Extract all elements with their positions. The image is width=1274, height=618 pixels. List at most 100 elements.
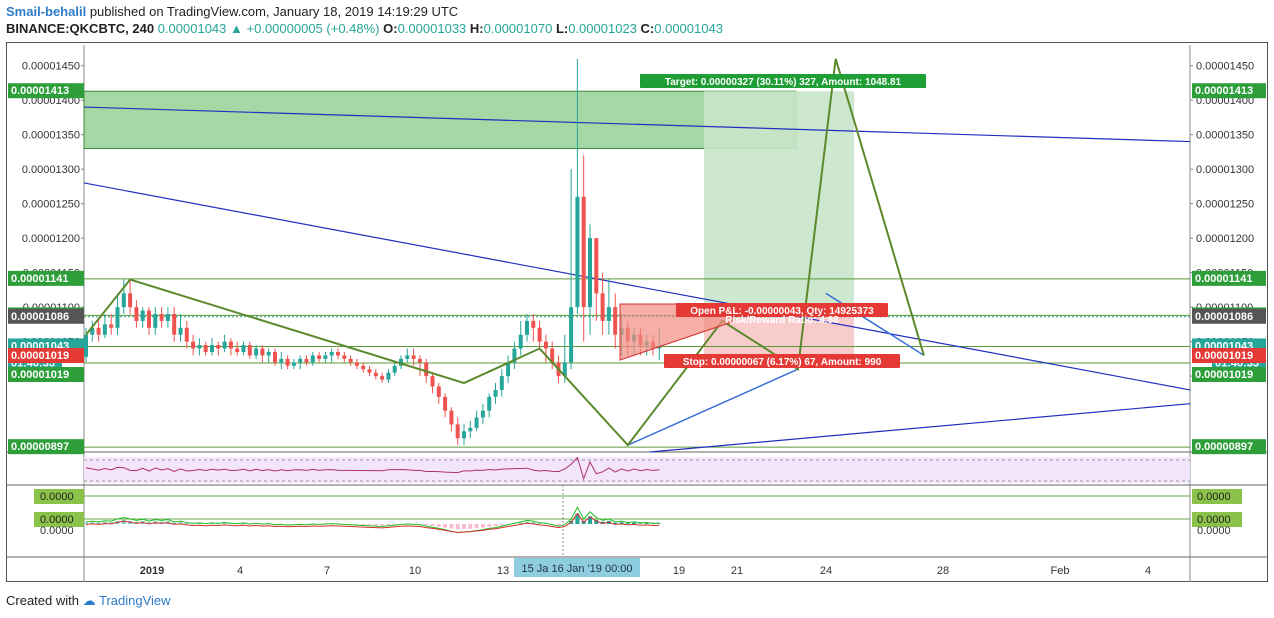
open-label: O: bbox=[383, 21, 398, 36]
high-label: H: bbox=[469, 21, 484, 36]
x-tick-label: 2019 bbox=[140, 565, 164, 577]
macd-histogram-bar bbox=[102, 521, 107, 524]
author-link[interactable]: Smail-behalil bbox=[6, 4, 87, 19]
macd-badge-left: 0.0000 bbox=[40, 514, 74, 526]
macd-histogram-bar bbox=[392, 524, 397, 525]
y-tick-label-right: 0.00001350 bbox=[1196, 130, 1254, 142]
x-tick-label: 4 bbox=[1145, 565, 1151, 577]
candle-body bbox=[109, 324, 114, 328]
candle-body bbox=[216, 345, 221, 349]
price-badge-left-bg bbox=[8, 439, 84, 455]
candle-body bbox=[273, 351, 277, 363]
macd-badge-right: 0.0000 bbox=[1197, 514, 1231, 526]
last-price: 0.00001043 bbox=[157, 21, 227, 36]
trendline-middle bbox=[83, 182, 1191, 391]
footer: Created with ☁ TradingView bbox=[6, 593, 171, 609]
publish-line: Smail-behalil published on TradingView.c… bbox=[6, 4, 458, 19]
macd-histogram-bar bbox=[575, 513, 580, 524]
macd-histogram-bar bbox=[518, 522, 523, 524]
x-tick-label: 13 bbox=[497, 565, 509, 577]
candle-body bbox=[159, 314, 164, 321]
candle-body bbox=[260, 348, 265, 356]
macd-histogram-bar bbox=[386, 524, 391, 526]
price-badge-left: 0.00001019 bbox=[11, 369, 69, 381]
macd-histogram-bar bbox=[285, 524, 290, 525]
macd-histogram-bar bbox=[147, 522, 151, 524]
macd-histogram-bar bbox=[436, 524, 441, 527]
macd-histogram-bar bbox=[430, 524, 435, 527]
macd-histogram-bar bbox=[178, 522, 183, 524]
macd-histogram-bar bbox=[210, 523, 214, 524]
candle-body bbox=[121, 293, 126, 308]
candle-body bbox=[386, 372, 391, 380]
candle-body bbox=[506, 362, 511, 377]
macd-badge-right-bg bbox=[1192, 489, 1242, 504]
tradingview-brand[interactable]: TradingView bbox=[99, 593, 171, 608]
macd-histogram-bar bbox=[424, 524, 429, 526]
support-line-1 bbox=[627, 368, 799, 446]
signal-line bbox=[85, 512, 660, 533]
macd-histogram-bar bbox=[367, 524, 372, 526]
macd-histogram-bar bbox=[625, 523, 630, 524]
y-tick-label-right: 0.00001450 bbox=[1196, 61, 1254, 73]
crosshair-time-label: 15 Ja 16 Jan '19 00:00 bbox=[522, 563, 633, 575]
candle-body bbox=[329, 351, 334, 356]
y-tick-label-left: 0.00001250 bbox=[22, 199, 80, 211]
price-badge-right: 0.00000897 bbox=[1195, 441, 1253, 453]
y-tick-label-right: 0.00001300 bbox=[1196, 164, 1254, 176]
candle-body bbox=[298, 358, 303, 363]
candle-body bbox=[310, 355, 315, 363]
x-tick-label: 10 bbox=[409, 565, 421, 577]
candle-body bbox=[562, 362, 567, 377]
up-triangle-icon: ▲ bbox=[230, 21, 243, 36]
candle-body bbox=[128, 293, 133, 308]
candle-body bbox=[153, 314, 158, 328]
macd-histogram-bar bbox=[380, 524, 385, 526]
macd-histogram-bar bbox=[638, 523, 643, 524]
price-badge-left-bg bbox=[8, 348, 84, 364]
chart-frame[interactable] bbox=[6, 42, 1268, 582]
price-badge-right: 0.00001086 bbox=[1195, 311, 1253, 323]
macd-badge-left: 0.0000 bbox=[40, 491, 74, 503]
macd-histogram-bar bbox=[487, 524, 492, 527]
candle-body bbox=[266, 351, 271, 356]
close-label: C: bbox=[640, 21, 655, 36]
macd-badge-left-bg bbox=[34, 489, 84, 504]
candle-body bbox=[247, 345, 252, 356]
candle-body bbox=[348, 358, 353, 363]
macd-histogram-bar bbox=[619, 522, 624, 524]
candle-body bbox=[367, 369, 372, 373]
candle-body bbox=[399, 358, 403, 366]
y-tick-label-left: 0.00001450 bbox=[22, 61, 80, 73]
macd-histogram-bar bbox=[462, 524, 466, 529]
macd-badge-right: 0.0000 bbox=[1197, 491, 1231, 503]
price-badge-left: 0.00001141 bbox=[11, 273, 69, 285]
candle-body bbox=[235, 348, 240, 352]
candle-body bbox=[543, 341, 548, 349]
macd-histogram-bar bbox=[354, 524, 359, 525]
candle-body bbox=[203, 345, 208, 352]
crosshair-time-badge-bg bbox=[514, 558, 640, 577]
candle-body bbox=[493, 389, 498, 397]
tradingview-logo-icon[interactable]: ☁ bbox=[82, 593, 96, 608]
macd-histogram-bar bbox=[361, 524, 366, 525]
candle-body bbox=[487, 396, 492, 411]
rr-label: Risk/Reward Ratio: 4.88 bbox=[725, 315, 839, 326]
macd-tick-left: 0.0000 bbox=[40, 525, 74, 537]
candle-body bbox=[531, 320, 536, 328]
candle-body bbox=[342, 355, 347, 359]
macd-histogram-bar bbox=[531, 522, 536, 524]
pnl-label-bg bbox=[676, 303, 888, 317]
low-value: 0.00001023 bbox=[568, 21, 637, 36]
x-tick-label: 7 bbox=[324, 565, 330, 577]
price-badge-left-bg bbox=[8, 367, 84, 383]
macd-histogram-bar bbox=[172, 522, 177, 524]
candle-body bbox=[411, 355, 416, 359]
y-tick-label-right: 0.00001250 bbox=[1196, 199, 1254, 211]
candle-body bbox=[228, 341, 233, 349]
candle-body bbox=[140, 310, 145, 321]
macd-histogram-bar bbox=[197, 523, 202, 524]
macd-histogram-bar bbox=[90, 522, 95, 524]
price-badge-right: 0.00001019 bbox=[1195, 369, 1253, 381]
